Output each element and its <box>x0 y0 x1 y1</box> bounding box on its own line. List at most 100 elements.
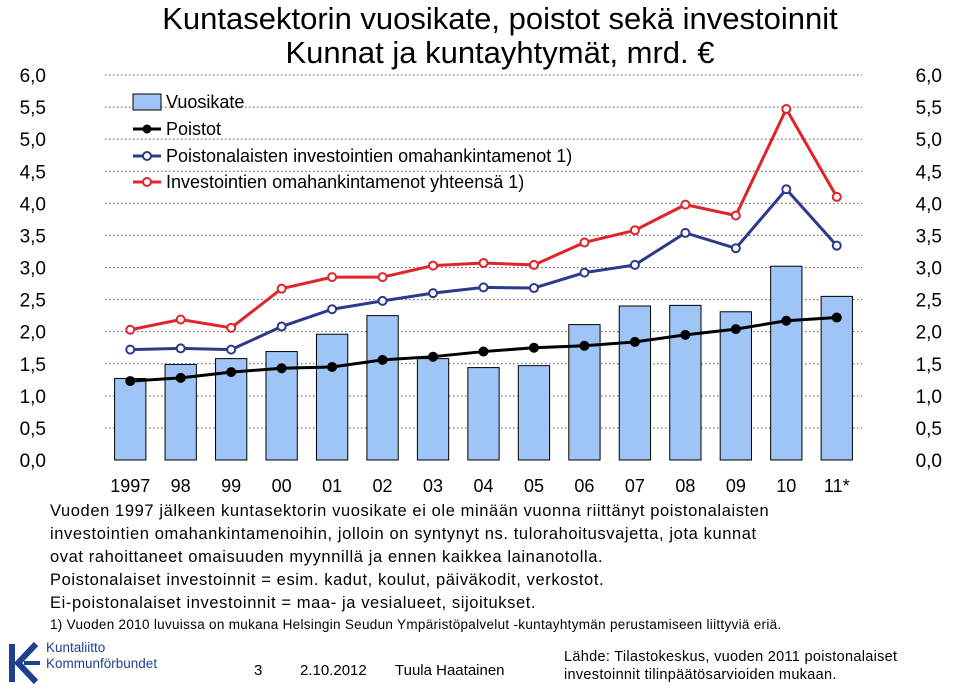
series-point <box>276 363 287 374</box>
legend-label: Investointien omahankintamenot yhteensä … <box>166 172 524 192</box>
logo-text-fi: Kuntaliitto <box>46 640 106 655</box>
y-tick-label-right: 2,5 <box>916 291 942 312</box>
series-point <box>226 344 237 355</box>
x-tick-label: 1997 <box>110 476 150 496</box>
note-line: ovat rahoittaneet omaisuuden myynnillä j… <box>50 548 604 566</box>
y-tick-label-left: 2,0 <box>20 323 46 344</box>
series-point <box>478 346 489 357</box>
y-tick-label-right: 3,0 <box>916 259 942 280</box>
y-tick-label-right: 1,0 <box>916 387 942 408</box>
footnote: 1) Vuoden 2010 luvuissa on mukana Helsin… <box>50 617 782 632</box>
chart-subtitle: Kunnat ja kuntayhtymät, mrd. € <box>285 35 715 70</box>
source-note: Lähde: Tilastokeskus, vuoden 2011 poisto… <box>564 649 898 683</box>
series-point <box>175 314 186 325</box>
y-tick-label-left: 1,0 <box>20 387 46 408</box>
vuosikate-bars <box>114 265 853 461</box>
x-tick-label: 11* <box>824 476 850 496</box>
series-point <box>428 288 439 299</box>
note-line: Poistonalaiset investoinnit = esim. kadu… <box>50 571 605 589</box>
y-tick-label-right: 5,0 <box>916 130 942 151</box>
series-point <box>730 210 741 221</box>
x-tick-label: 02 <box>373 476 393 496</box>
bar-vuosikate <box>114 378 147 461</box>
bar-vuosikate <box>669 304 702 461</box>
series-point <box>327 361 338 372</box>
footer-author: Tuula Haatainen <box>395 662 505 679</box>
x-tick-label: 98 <box>171 476 191 496</box>
y-tick-label-left: 5,5 <box>20 98 46 119</box>
series-point <box>781 315 792 326</box>
series-point <box>680 329 691 340</box>
series-point <box>680 227 691 238</box>
series-lines <box>125 104 842 387</box>
series-point <box>831 191 842 202</box>
series-point <box>831 312 842 323</box>
kuntaliitto-logo: Kuntaliitto Kommunförbundet <box>6 636 206 692</box>
y-tick-label-left: 0,0 <box>20 451 46 472</box>
series-point <box>629 259 640 270</box>
y-tick-label-right: 0,5 <box>916 419 942 440</box>
series-point <box>730 324 741 335</box>
series-point <box>831 240 842 251</box>
bar-vuosikate <box>820 295 853 461</box>
series-point <box>276 321 287 332</box>
y-tick-label-left: 3,0 <box>20 259 46 280</box>
bar-vuosikate <box>719 311 752 461</box>
x-tick-label: 03 <box>423 476 443 496</box>
x-tick-label: 06 <box>574 476 594 496</box>
series-point <box>528 342 539 353</box>
kuntaliitto-logo-icon <box>9 641 40 685</box>
page-number: 3 <box>254 662 263 679</box>
legend-label: Poistot <box>166 119 221 139</box>
y-axis-ticks: 0,0 0,0 0,5 0,5 1,0 1,0 1,5 1,5 2,0 2,0 2,5 2,5 3,0 3… <box>20 66 942 472</box>
series-point <box>528 283 539 294</box>
bar-vuosikate <box>366 315 399 461</box>
series-point <box>629 336 640 347</box>
y-tick-label-left: 6,0 <box>20 66 46 87</box>
series-point <box>730 243 741 254</box>
y-tick-label-left: 1,5 <box>20 355 46 376</box>
series-point <box>226 367 237 378</box>
series-point <box>478 258 489 269</box>
chart: 0,0 0,0 0,5 0,5 1,0 1,0 1,5 1,5 2,0 2,0 2,5 2,5 3,0 3… <box>20 66 942 496</box>
series-point <box>478 282 489 293</box>
series-point <box>680 199 691 210</box>
x-tick-label: 10 <box>776 476 796 496</box>
series-point <box>377 354 388 365</box>
y-tick-label-left: 2,5 <box>20 291 46 312</box>
legend-swatch-marker <box>142 177 152 187</box>
note-line: Vuoden 1997 jälkeen kuntasektorin vuosik… <box>50 502 770 520</box>
series-point <box>175 372 186 383</box>
chart-legend: Vuosikate Poistot Poistonalaisten investoi… <box>132 92 572 192</box>
series-point <box>125 324 136 335</box>
y-tick-label-left: 0,5 <box>20 419 46 440</box>
y-tick-label-right: 6,0 <box>916 66 942 87</box>
y-tick-label-right: 1,5 <box>916 355 942 376</box>
y-tick-label-left: 3,5 <box>20 226 46 247</box>
x-tick-label: 04 <box>473 476 493 496</box>
legend-swatch-marker <box>142 151 152 161</box>
y-tick-label-right: 5,5 <box>916 98 942 119</box>
note-line: Ei-poistonalaiset investoinnit = maa- ja… <box>50 594 537 612</box>
bar-vuosikate <box>770 265 803 461</box>
x-tick-label: 05 <box>524 476 544 496</box>
bar-vuosikate <box>416 358 450 461</box>
series-point <box>327 272 338 283</box>
footer-date: 2.10.2012 <box>300 662 367 679</box>
y-tick-label-right: 0,0 <box>916 451 942 472</box>
y-tick-label-right: 3,5 <box>916 226 942 247</box>
x-tick-label: 08 <box>675 476 695 496</box>
series-point <box>579 340 590 351</box>
bar-vuosikate <box>618 305 652 461</box>
bar-vuosikate <box>315 333 349 461</box>
series-point <box>276 283 287 294</box>
logo-text-sv: Kommunförbundet <box>46 656 158 671</box>
series-point <box>781 104 792 115</box>
note-line: investointien omahankintamenoihin, jollo… <box>50 525 757 543</box>
series-line <box>129 105 839 332</box>
series-point <box>175 343 186 354</box>
y-tick-label-right: 4,5 <box>916 162 942 183</box>
legend-swatch-bar <box>132 93 162 111</box>
x-tick-label: 01 <box>322 476 342 496</box>
legend-label: Vuosikate <box>166 92 244 112</box>
